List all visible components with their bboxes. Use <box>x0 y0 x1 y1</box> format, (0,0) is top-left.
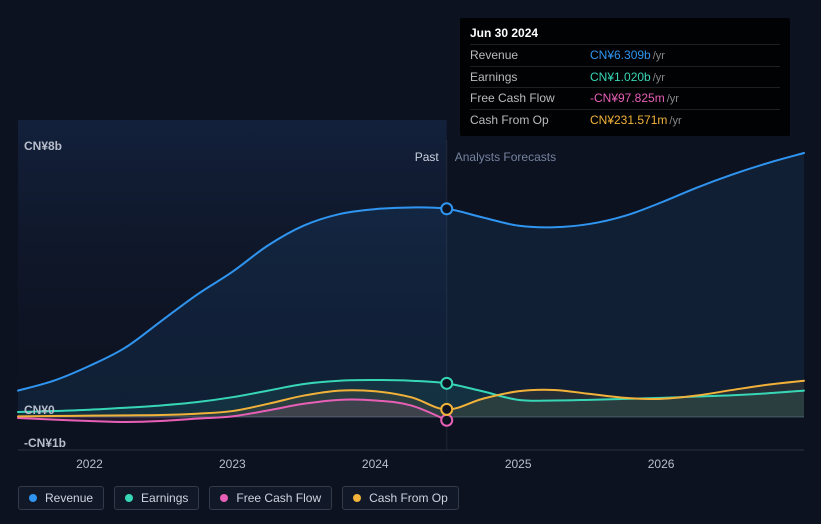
chart-legend: Revenue Earnings Free Cash Flow Cash From O… <box>18 486 459 510</box>
xtick-label: 2024 <box>362 457 389 471</box>
tooltip-series-value: CN¥6.309b/yr <box>590 45 780 67</box>
legend-item-fcf[interactable]: Free Cash Flow <box>209 486 332 510</box>
legend-label: Free Cash Flow <box>236 491 321 505</box>
tooltip-series-name: Revenue <box>470 45 590 67</box>
xtick-label: 2026 <box>648 457 675 471</box>
legend-label: Cash From Op <box>369 491 448 505</box>
legend-item-cfo[interactable]: Cash From Op <box>342 486 459 510</box>
tooltip-series-name: Cash From Op <box>470 109 590 130</box>
section-label-past: Past <box>415 150 439 164</box>
tooltip-series-value: CN¥231.571m/yr <box>590 109 780 130</box>
tooltip-row: RevenueCN¥6.309b/yr <box>470 45 780 67</box>
xtick-label: 2022 <box>76 457 103 471</box>
legend-swatch <box>220 494 228 502</box>
marker-earnings <box>441 378 452 389</box>
legend-swatch <box>125 494 133 502</box>
marker-cfo <box>441 404 452 415</box>
marker-fcf <box>441 415 452 426</box>
financials-chart: CN¥8b CN¥0 -CN¥1b 2022 2023 2024 2025 2026 Pas… <box>0 0 821 524</box>
tooltip-series-value: CN¥1.020b/yr <box>590 66 780 88</box>
tooltip-series-name: Earnings <box>470 66 590 88</box>
xtick-label: 2025 <box>505 457 532 471</box>
xtick-label: 2023 <box>219 457 246 471</box>
ytick-label: CN¥8b <box>24 139 62 153</box>
ytick-label: -CN¥1b <box>24 436 66 450</box>
tooltip-series-name: Free Cash Flow <box>470 88 590 110</box>
tooltip-row: Cash From OpCN¥231.571m/yr <box>470 109 780 130</box>
tooltip-table: RevenueCN¥6.309b/yrEarningsCN¥1.020b/yrF… <box>470 44 780 130</box>
legend-swatch <box>29 494 37 502</box>
legend-swatch <box>353 494 361 502</box>
tooltip-row: Free Cash Flow-CN¥97.825m/yr <box>470 88 780 110</box>
tooltip-title: Jun 30 2024 <box>470 24 780 42</box>
tooltip-row: EarningsCN¥1.020b/yr <box>470 66 780 88</box>
legend-item-revenue[interactable]: Revenue <box>18 486 104 510</box>
chart-tooltip: Jun 30 2024 RevenueCN¥6.309b/yrEarningsC… <box>460 18 790 136</box>
section-label-forecast: Analysts Forecasts <box>455 150 556 164</box>
legend-label: Revenue <box>45 491 93 505</box>
marker-revenue <box>441 203 452 214</box>
tooltip-series-value: -CN¥97.825m/yr <box>590 88 780 110</box>
legend-label: Earnings <box>141 491 188 505</box>
legend-item-earnings[interactable]: Earnings <box>114 486 199 510</box>
ytick-label: CN¥0 <box>24 403 55 417</box>
